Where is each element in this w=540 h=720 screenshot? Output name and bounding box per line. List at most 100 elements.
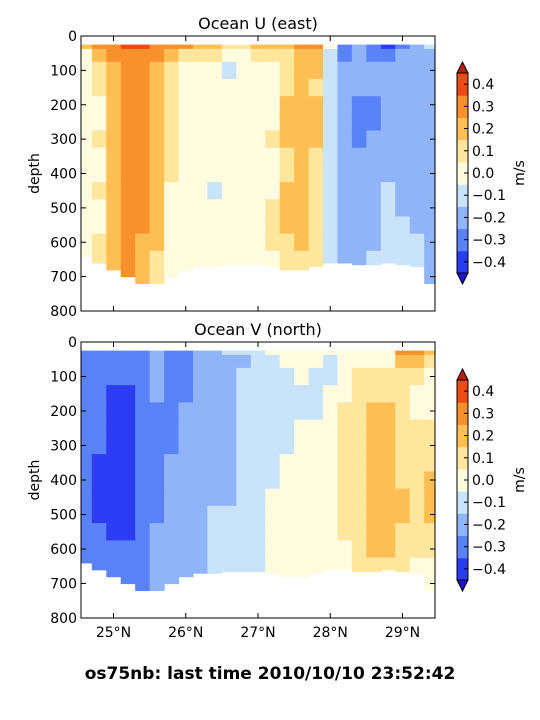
data-cell — [164, 385, 180, 403]
data-cell — [207, 454, 223, 472]
data-cell — [207, 471, 223, 490]
data-cell — [120, 488, 136, 507]
data-cell — [81, 216, 93, 235]
data-cell — [265, 78, 281, 97]
data-cell — [221, 44, 237, 50]
colorbar-tick-label: −0.3 — [472, 233, 506, 249]
data-cell — [265, 164, 281, 183]
data-cell — [236, 350, 252, 356]
data-cell — [236, 354, 252, 369]
data-cell — [308, 488, 324, 507]
data-cell — [221, 505, 237, 524]
data-cell — [106, 96, 122, 114]
data-cell — [135, 182, 151, 200]
data-cell — [380, 250, 396, 264]
data-cell — [323, 250, 339, 264]
data-cell — [221, 471, 237, 490]
data-cell — [192, 367, 209, 386]
data-cell — [164, 216, 180, 235]
data-cell — [395, 436, 411, 455]
data-cell — [164, 523, 180, 541]
data-cell — [308, 44, 324, 50]
data-cell — [409, 216, 425, 235]
colorbar-bin — [457, 228, 468, 252]
data-cell — [294, 350, 310, 356]
data-cell — [91, 454, 107, 472]
data-cell — [323, 436, 339, 455]
data-cell — [409, 48, 425, 63]
data-cell — [106, 216, 122, 235]
data-cell — [120, 48, 136, 63]
data-cell — [164, 350, 180, 356]
data-cell — [366, 61, 382, 80]
data-cell — [221, 96, 237, 114]
data-cell — [250, 147, 266, 166]
data-cell — [149, 436, 165, 455]
data-cell — [135, 78, 151, 97]
data-cell — [221, 78, 237, 97]
data-cell — [120, 436, 136, 455]
data-cell — [351, 182, 367, 200]
data-cell — [380, 113, 396, 132]
data-cell — [192, 164, 209, 183]
data-cell — [207, 164, 223, 183]
data-cell — [279, 385, 295, 403]
data-cell — [81, 130, 93, 149]
data-cell — [409, 419, 425, 438]
data-cell — [149, 505, 165, 524]
data-cell — [81, 557, 93, 564]
data-cell — [409, 488, 425, 507]
data-cell — [366, 471, 382, 490]
data-cell — [120, 182, 136, 200]
data-cell — [380, 130, 396, 149]
data-cell — [409, 96, 425, 114]
data-cell — [409, 540, 425, 559]
data-cell — [366, 523, 382, 541]
data-cell — [164, 147, 180, 166]
data-cell — [294, 130, 310, 149]
data-cell — [351, 402, 367, 421]
data-cell — [221, 540, 237, 559]
data-cell — [135, 48, 151, 63]
data-cell — [409, 147, 425, 166]
data-cell — [366, 354, 382, 369]
data-cell — [323, 367, 339, 386]
colorbar-extend-max — [456, 60, 469, 74]
data-cell — [308, 557, 324, 574]
data-cell — [236, 147, 252, 166]
data-cell — [81, 385, 93, 403]
data-cell — [91, 182, 107, 200]
colorbar-tick-label: 0.4 — [472, 77, 494, 93]
data-cell — [164, 61, 180, 80]
data-cell — [308, 113, 324, 132]
data-cell — [192, 250, 209, 267]
data-cell — [178, 574, 194, 578]
data-cell — [337, 385, 353, 403]
data-cell — [91, 436, 107, 455]
y-tick-label: 400 — [50, 473, 77, 489]
data-cell — [265, 130, 281, 149]
colorbar-extend-max — [456, 367, 469, 381]
y-tick-label: 600 — [50, 542, 77, 558]
colorbar-extend-min — [456, 272, 469, 286]
data-cell — [106, 268, 122, 271]
data-cell — [294, 164, 310, 183]
data-cell — [337, 96, 353, 114]
data-cell — [380, 385, 396, 403]
y-tick-label: 600 — [50, 235, 77, 251]
data-cell — [135, 385, 151, 403]
data-cell — [207, 557, 223, 574]
data-cell — [120, 505, 136, 524]
colorbar: −0.4 −0.3 −0.2 −0.1 0.0 0.1 0.2 0.3 0.4 m/s — [456, 60, 528, 286]
data-cell — [250, 523, 266, 541]
data-cell — [279, 233, 295, 252]
data-cell — [308, 385, 324, 403]
data-cell — [178, 61, 194, 80]
data-cell — [279, 78, 295, 97]
data-cell — [424, 540, 436, 559]
data-cell — [135, 233, 151, 252]
data-cell — [409, 78, 425, 97]
data-cell — [207, 419, 223, 438]
data-cell — [207, 523, 223, 541]
y-tick-label: 500 — [50, 508, 77, 524]
